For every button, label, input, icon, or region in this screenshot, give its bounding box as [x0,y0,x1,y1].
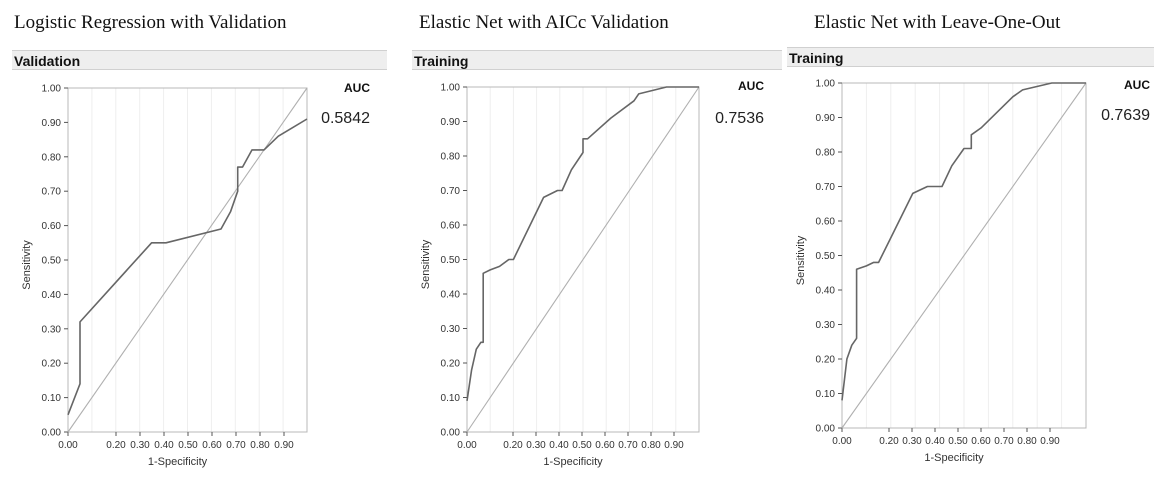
y-tick-label: 0.60 [441,221,461,232]
y-tick-label: 0.00 [816,424,836,435]
x-tick-label: 0.50 [572,440,592,451]
roc-curve [67,118,308,416]
x-tick-label: 0.90 [664,440,684,451]
chart-title: Elastic Net with AICc Validation [419,12,669,33]
y-tick-label: 0.10 [42,393,62,404]
x-tick-label: 0.80 [641,440,661,451]
y-tick-label: 0.90 [816,113,836,124]
x-tick-label: 0.50 [948,436,968,447]
x-tick-label: 0.80 [1017,436,1037,447]
gridlines [865,83,1063,428]
x-tick-label: 0.00 [58,440,78,451]
x-tick-label: 0.40 [154,440,174,451]
x-axis-label: 1-Specificity [148,456,208,468]
y-tick-label: 0.20 [441,359,461,370]
y-tick-label: 0.40 [42,290,62,301]
auc-header: AUC [1124,78,1150,92]
y-tick-label: 0.80 [441,152,461,163]
x-tick-label: 0.60 [202,440,222,451]
auc-value: 0.5842 [321,110,370,127]
roc-chart: 0.00 0.10 0.20 0.30 0.40 0.50 0.60 0.70 0.80 0.90… [21,81,370,468]
x-tick-label: 0.70 [226,440,246,451]
reference-diagonal [466,86,700,433]
x-axis-label: 1-Specificity [543,456,603,468]
y-tick-label: 0.30 [816,320,836,331]
y-tick-label: 0.00 [441,428,461,439]
y-tick-label: 0.10 [816,389,836,400]
y-tick-label: 0.40 [816,286,836,297]
x-tick-label: 0.90 [274,440,294,451]
x-tick-label: 0.20 [106,440,126,451]
y-axis-label: Sensitivity [21,240,33,290]
y-tick-label: 0.30 [42,324,62,335]
y-tick-label: 0.50 [42,256,62,267]
x-tick-label: 0.30 [130,440,150,451]
y-tick-label: 0.90 [42,118,62,129]
chart-title: Logistic Regression with Validation [14,12,287,33]
y-tick-label: 0.00 [42,428,62,439]
x-tick-label: 0.40 [925,436,945,447]
y-axis-label: Sensitivity [795,235,807,285]
x-tick-label: 0.60 [595,440,615,451]
y-tick-label: 0.50 [441,255,461,266]
y-tick-label: 0.40 [441,290,461,301]
y-tick-label: 0.60 [42,221,62,232]
x-tick-label: 0.30 [902,436,922,447]
y-tick-label: 0.20 [816,355,836,366]
y-tick-label: 0.20 [42,359,62,370]
y-tick-label: 0.50 [816,251,836,262]
y-tick-label: 0.70 [441,186,461,197]
outline-header[interactable]: Training [412,50,782,70]
y-axis-label: Sensitivity [420,239,432,289]
x-tick-label: 0.00 [457,440,477,451]
y-tick-label: 0.70 [816,182,836,193]
auc-value: 0.7639 [1101,107,1150,124]
x-tick-label: 0.30 [526,440,546,451]
roc-chart: 0.000.100.200.300.400.500.600.700.800.90… [420,79,764,468]
y-tick-label: 1.00 [441,83,461,94]
roc-curve [841,82,1086,401]
y-tick-label: 0.90 [441,117,461,128]
auc-header: AUC [738,79,764,93]
x-tick-label: 0.20 [503,440,523,451]
outline-header[interactable]: Training [787,47,1154,67]
x-tick-label: 0.20 [879,436,899,447]
y-tick-label: 0.80 [42,152,62,163]
x-tick-label: 0.40 [549,440,569,451]
x-tick-label: 0.60 [971,436,991,447]
outline-header[interactable]: Validation [12,50,387,70]
y-tick-label: 0.80 [816,148,836,159]
reference-diagonal [841,82,1087,429]
y-tick-label: 0.70 [42,187,62,198]
y-tick-label: 0.30 [441,324,461,335]
roc-curve [466,86,699,402]
y-tick-label: 0.10 [441,393,461,404]
x-tick-label: 0.50 [178,440,198,451]
y-tick-label: 1.00 [816,79,836,90]
x-axis-label: 1-Specificity [924,452,984,464]
auc-value: 0.7536 [715,110,764,127]
x-tick-label: 0.70 [994,436,1014,447]
x-tick-label: 0.90 [1040,436,1060,447]
x-tick-label: 0.80 [250,440,270,451]
y-tick-label: 1.00 [42,84,62,95]
x-tick-label: 0.00 [832,436,852,447]
x-tick-label: 0.70 [618,440,638,451]
reference-diagonal [67,87,308,433]
y-tick-label: 0.60 [816,217,836,228]
auc-header: AUC [344,81,370,95]
chart-title: Elastic Net with Leave-One-Out [814,12,1061,33]
